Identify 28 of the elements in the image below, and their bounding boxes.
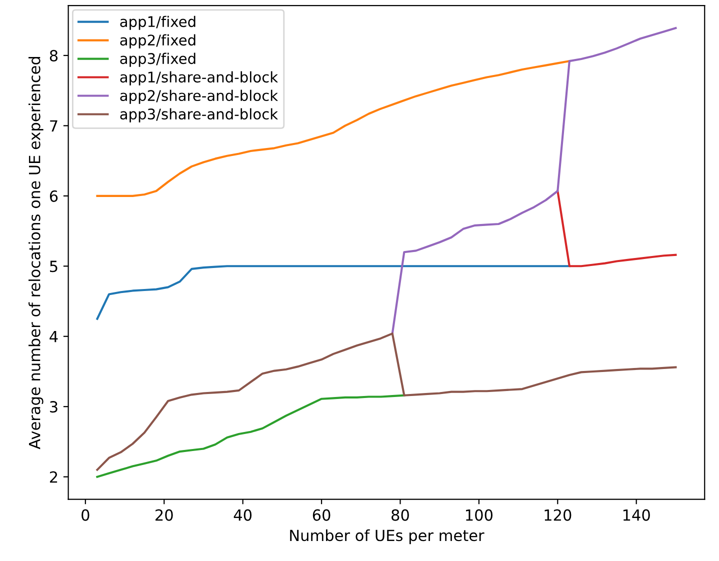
x-tick-label: 140 — [623, 509, 650, 521]
legend-label: app2/fixed — [120, 34, 196, 48]
legend-label: app2/share-and-block — [120, 90, 278, 104]
x-tick-label: 80 — [392, 509, 409, 521]
y-tick-label: 3 — [50, 401, 58, 413]
line-series — [96, 332, 677, 471]
x-tick-label: 40 — [234, 509, 252, 521]
y-tick-label: 4 — [50, 331, 58, 342]
line-series — [556, 190, 677, 268]
legend-label: app3/share-and-block — [120, 108, 278, 122]
y-tick-label: 2 — [50, 471, 58, 483]
line-series — [96, 265, 570, 320]
line-series — [391, 27, 677, 335]
legend-label: app3/fixed — [120, 52, 196, 67]
y-axis-title: Average number of relocations one UE experienced — [28, 56, 44, 450]
x-tick-label: 100 — [466, 509, 493, 521]
y-tick-label: 6 — [50, 190, 58, 202]
x-tick-label: 20 — [156, 509, 173, 521]
legend-label: app1/share-and-block — [120, 71, 278, 86]
legend-label: app1/fixed — [120, 16, 196, 30]
y-tick-label: 5 — [50, 260, 58, 272]
y-tick-label: 7 — [50, 120, 58, 132]
x-tick-label: 60 — [312, 509, 330, 521]
x-tick-label: 120 — [544, 509, 572, 521]
line-series — [96, 394, 406, 478]
x-axis-title: Number of UEs per meter — [290, 529, 484, 544]
y-tick-label: 8 — [50, 50, 58, 62]
x-tick-label: 0 — [82, 509, 90, 521]
